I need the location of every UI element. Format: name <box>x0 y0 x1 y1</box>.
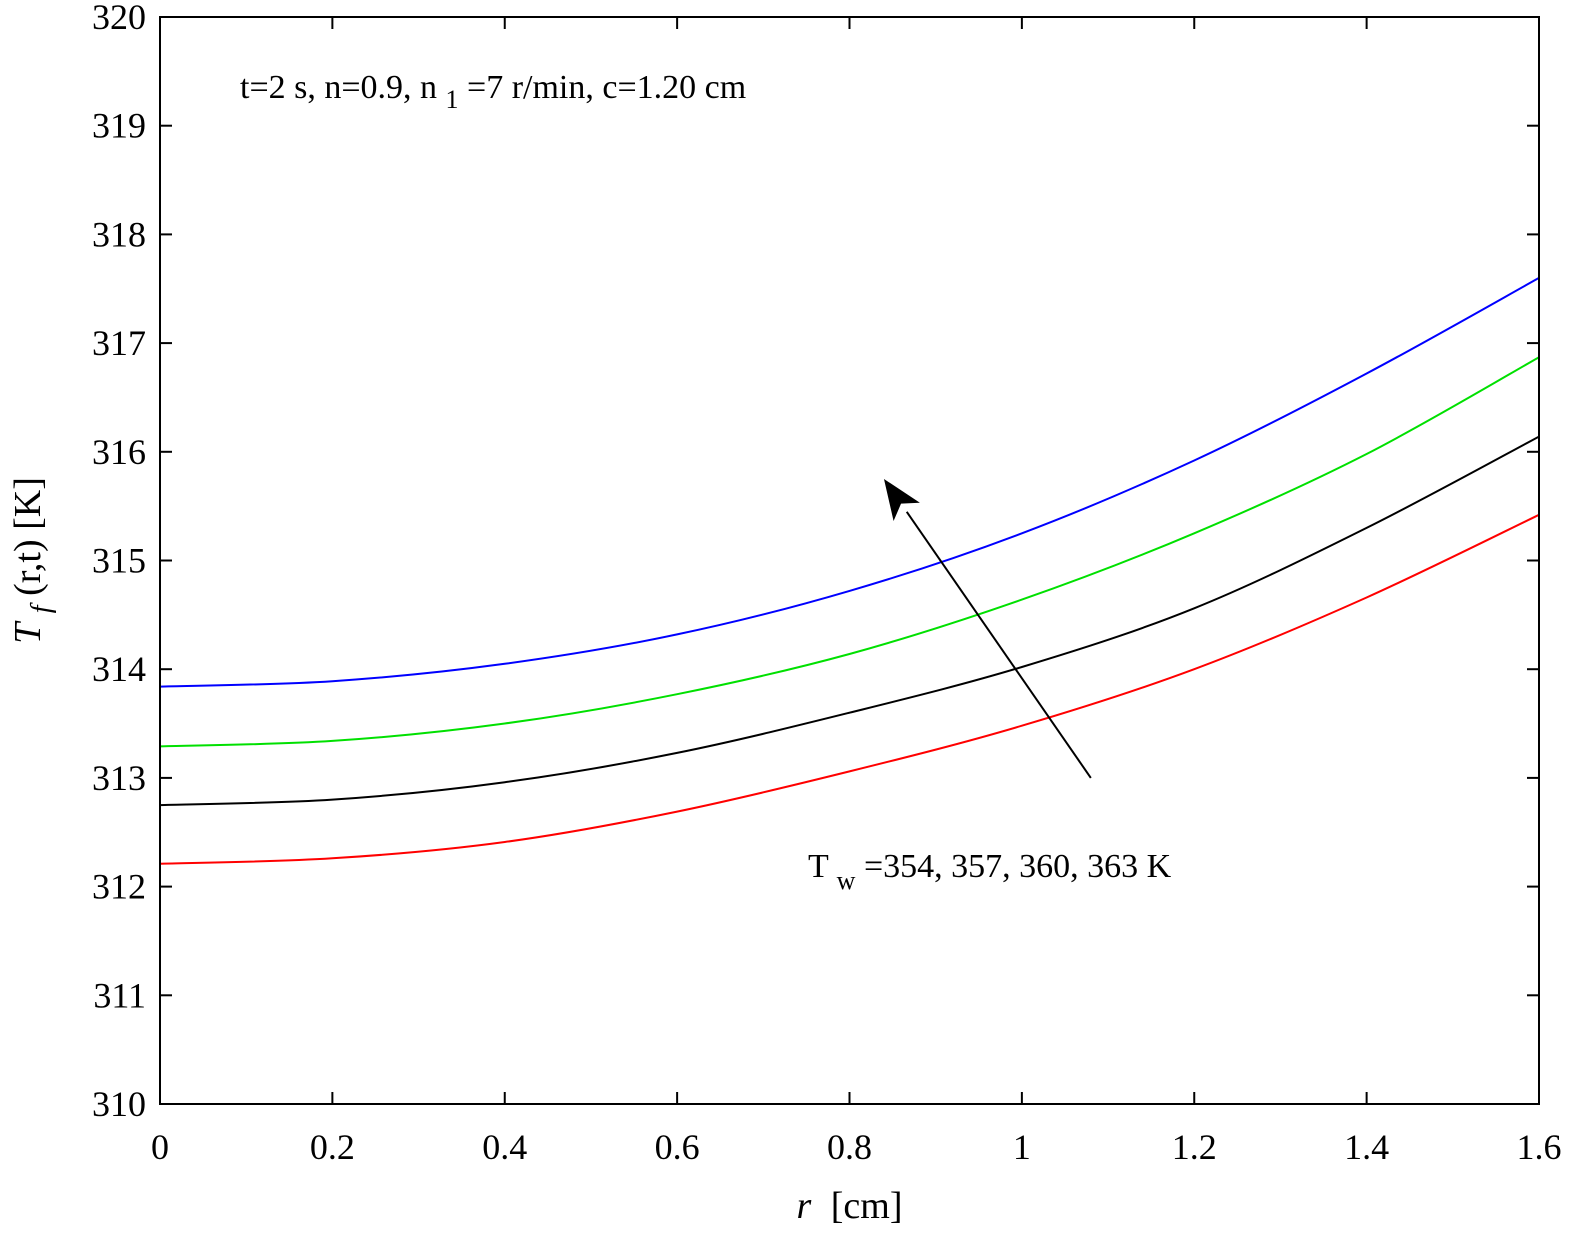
annotation-params: t=2 s, n=0.9, n 1 =7 r/min, c=1.20 cm <box>240 69 746 116</box>
annotation-tw-rest: =354, 357, 360, 363 K <box>864 848 1172 885</box>
x-tick-label: 1.4 <box>1344 1127 1389 1167</box>
arrow-shaft <box>905 511 1092 779</box>
y-tick-label: 318 <box>92 214 146 254</box>
y-tick-label: 310 <box>92 1084 146 1124</box>
y-tick-label: 316 <box>92 432 146 472</box>
x-tick-label: 0.2 <box>310 1127 355 1167</box>
series-line-2 <box>159 435 1540 807</box>
y-tick-label: 315 <box>92 541 146 581</box>
y-tick-label: 312 <box>92 867 146 907</box>
y-axis-label: T f (r,t) [K] <box>7 477 59 644</box>
y-axis-label-rest: (r,t) [K] <box>7 477 49 596</box>
y-tick-label: 317 <box>92 323 146 363</box>
y-axis-label-subscript: f <box>26 602 57 613</box>
x-tick-label: 0.8 <box>827 1127 872 1167</box>
y-axis-label-main: T <box>7 620 49 644</box>
arrow-head <box>883 478 920 521</box>
x-tick-label: 0 <box>151 1127 169 1167</box>
x-tick-label: 1 <box>1013 1127 1031 1167</box>
annotation-tw-subscript: w <box>837 866 856 895</box>
series-layer <box>159 277 1540 865</box>
x-tick-label: 1.6 <box>1517 1127 1562 1167</box>
annotation-params-subscript: 1 <box>446 85 459 114</box>
annotation-params-part1: t=2 s, n=0.9, n <box>240 69 437 106</box>
y-tick-label: 311 <box>93 975 146 1015</box>
y-tick-label: 319 <box>92 106 146 146</box>
x-axis-label-units: [cm] <box>831 1185 903 1227</box>
y-tick-label: 313 <box>92 758 146 798</box>
y-tick-label: 314 <box>92 649 146 689</box>
x-tick-label: 0.6 <box>655 1127 700 1167</box>
tick-layer: 0 0.2 0.4 0.6 0.8 1 1.2 1.4 1.6 310 311 312 313 314 31… <box>92 0 1562 1167</box>
series-line-1 <box>159 513 1540 865</box>
arrow-layer <box>883 478 1092 779</box>
series-line-3 <box>159 356 1540 748</box>
x-tick-label: 0.4 <box>482 1127 527 1167</box>
series-line-4 <box>159 277 1540 688</box>
x-tick-label: 1.2 <box>1172 1127 1217 1167</box>
annotation-tw-main: T <box>808 848 829 885</box>
x-axis-label: r [cm] <box>796 1185 902 1227</box>
y-tick-label: 320 <box>92 0 146 37</box>
x-axis-label-main: r <box>796 1185 811 1227</box>
annotation-tw: T w =354, 357, 360, 363 K <box>808 848 1172 897</box>
annotation-params-part2: =7 r/min, c=1.20 cm <box>467 69 746 106</box>
